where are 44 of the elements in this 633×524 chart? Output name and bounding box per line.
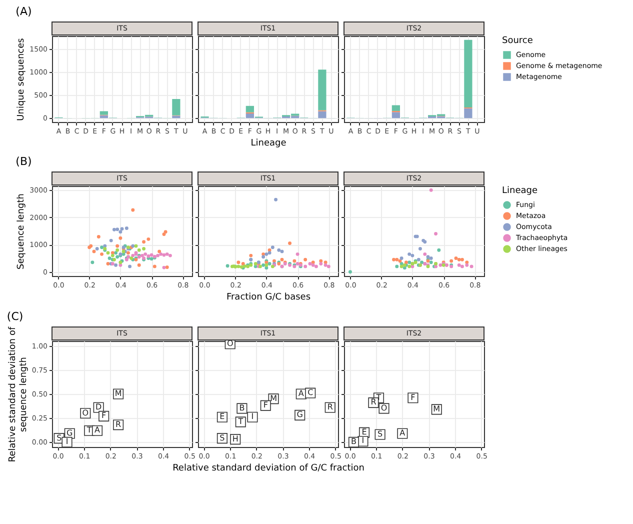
data-label: B (350, 437, 356, 446)
data-label: F (102, 411, 107, 420)
data-label: T (86, 426, 92, 435)
data-label: S (56, 433, 62, 442)
data-label: R (116, 420, 122, 429)
data-label: D (95, 402, 102, 412)
data-label: E (362, 428, 367, 437)
data-label: O (226, 338, 234, 348)
text: (B) (16, 155, 32, 168)
data-label: M (270, 394, 278, 403)
x-axis-title: Fraction G/C bases (226, 292, 311, 302)
data-label: A (400, 428, 406, 438)
data-label: R (370, 398, 377, 407)
data-label: S (220, 433, 225, 442)
legend-title: Lineage (502, 186, 538, 196)
x-axis-title: Lineage (250, 138, 287, 148)
data-label: O (82, 408, 89, 418)
y-axis-title: Sequence length (16, 194, 27, 270)
data-label: G (296, 410, 303, 420)
data-label: A (94, 426, 101, 435)
data-label: M (433, 404, 440, 414)
data-label: F (263, 400, 268, 410)
text: (A) (16, 5, 32, 18)
text: (C) (6, 310, 24, 323)
data-label: O (380, 403, 388, 412)
data-label: T (375, 392, 382, 402)
data-label: B (239, 403, 245, 412)
data-label: G (66, 428, 73, 438)
data-label: H (232, 434, 238, 444)
data-label: F (410, 392, 416, 402)
data-label: C (308, 388, 314, 398)
data-label: E (220, 412, 225, 422)
legend-title: Source (502, 36, 534, 46)
y-axis-title: Relative standard deviation of sequence length (8, 326, 29, 462)
data-label: T (237, 416, 244, 426)
x-axis-title: Relative standard deviation of G/C fraction (172, 464, 364, 474)
data-label: A (298, 389, 304, 398)
data-label: I (66, 437, 68, 446)
y-axis-title: Unique sequences (16, 38, 27, 121)
data-label: R (327, 402, 334, 412)
data-label: S (378, 429, 383, 438)
data-label: M (114, 389, 122, 398)
data-label: I (251, 412, 254, 422)
data-label: I (362, 436, 364, 446)
